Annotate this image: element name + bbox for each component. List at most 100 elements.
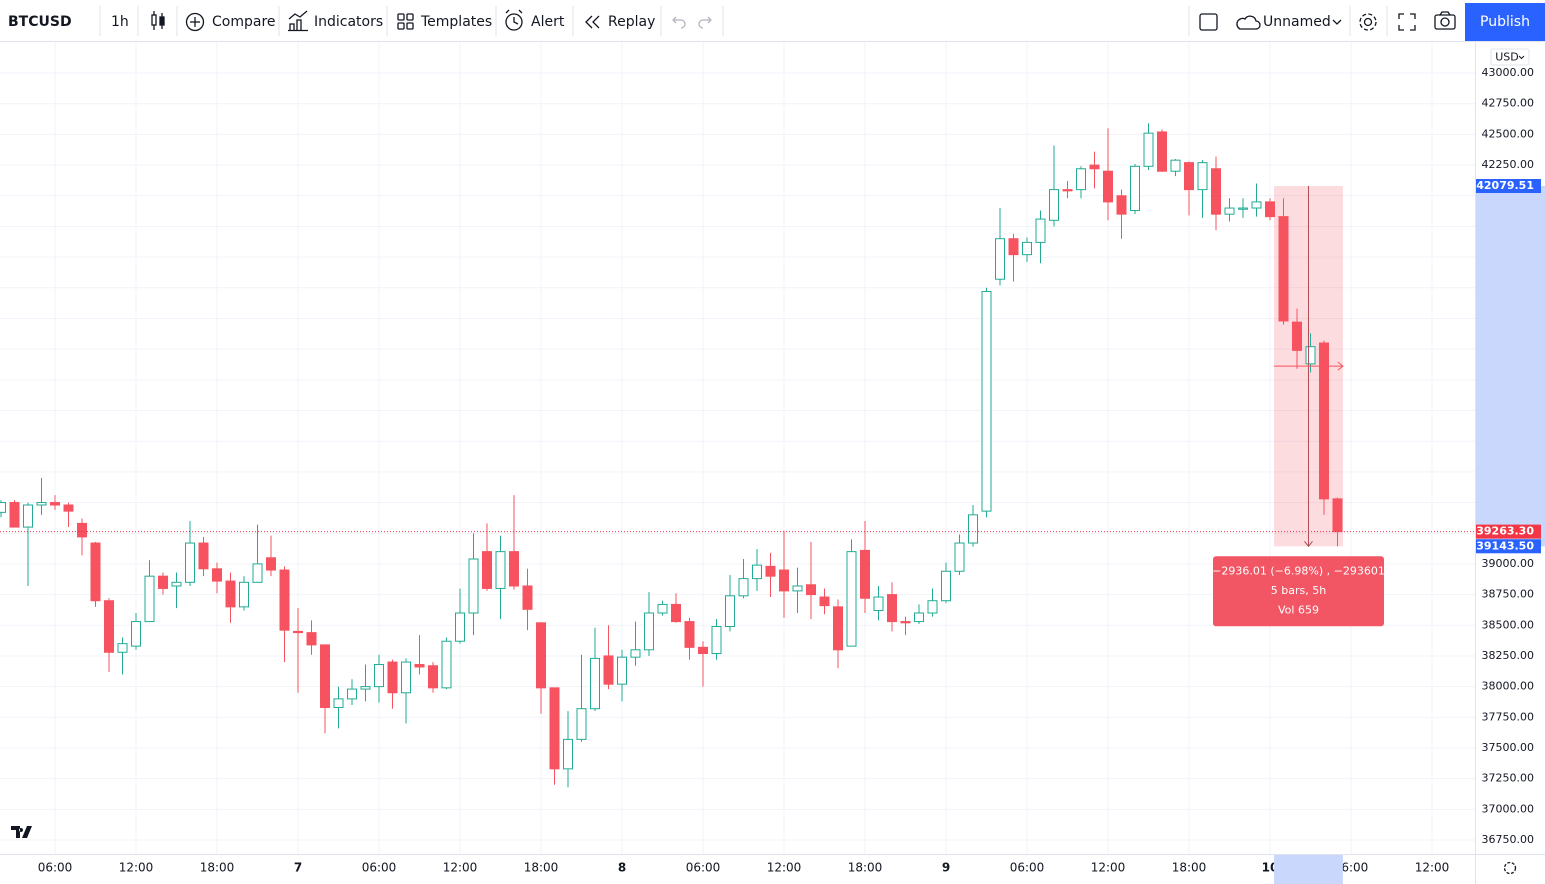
y-tick-label: 37250.00 [1482,772,1535,785]
candle-body [954,542,965,572]
candle-body [1116,195,1127,215]
y-tick-label: 39000.00 [1482,557,1535,570]
alert-button[interactable]: Alert [531,14,565,30]
candle-body [266,557,276,571]
candle-body [603,655,614,685]
templates-icon[interactable] [397,13,414,30]
candle-body [320,644,330,708]
candle-body [185,542,195,583]
candle-body [212,568,222,582]
y-tick-label: 38750.00 [1482,588,1535,601]
y-tick-label: 36750.00 [1482,833,1535,846]
snapshot-icon[interactable] [1434,11,1456,30]
candle-body [1130,165,1140,211]
compare-button[interactable]: Compare [212,14,276,30]
publish-label[interactable]: Publish [1480,14,1530,30]
indicators-icon[interactable] [288,10,308,32]
candle-body [860,549,870,599]
fullscreen-icon[interactable] [1398,13,1416,31]
candle-body [549,687,560,770]
candle-body [914,612,924,623]
candle-body [306,632,317,646]
x-tick-label: 18:00 [200,861,235,875]
interval[interactable]: 1h [111,14,129,30]
candle-body [1305,346,1316,365]
layout-caret[interactable] [1332,19,1342,25]
candle-body [873,596,884,612]
candle-body [684,621,695,648]
candle-body [387,661,398,694]
compare-icon[interactable] [185,12,205,32]
indicators-button[interactable]: Indicators [314,14,383,30]
axis-settings[interactable] [1503,861,1517,875]
candle-body [792,585,803,592]
replay-icon[interactable] [585,15,600,29]
candle-body [590,657,600,710]
currency-box [1490,48,1530,66]
candle-body [941,570,951,602]
alert-icon[interactable] [505,9,523,31]
replay-button[interactable]: Replay [608,14,655,30]
candle-body [887,594,897,623]
y-tick-label: 42250.00 [1482,158,1535,171]
candle-body [360,686,371,690]
candle-body [171,581,182,587]
candle-body [293,630,303,634]
candle-body [671,603,681,623]
candle-body [63,504,74,512]
y-tick-label: 37000.00 [1482,802,1535,815]
candle-body [333,698,344,708]
candle-body [1022,241,1032,256]
currency-caret [1518,55,1525,60]
x-tick-label: 12:00 [1091,861,1126,875]
candle-body [522,585,533,610]
candle-body [225,580,236,608]
candle-body [819,596,830,607]
candle-body [131,621,141,647]
candle-body [374,664,384,688]
candle-body [428,665,438,689]
layout-icon[interactable] [1199,13,1218,31]
x-tick-label: 9 [942,861,950,875]
candle-body [630,649,641,658]
candle-body [725,595,735,627]
x-tick-label: 18:00 [524,861,559,875]
candle-body [1238,207,1248,210]
candle-body [1035,218,1046,243]
undo-redo[interactable] [672,16,712,29]
candle-body [252,563,263,583]
candle-body [90,542,101,602]
publish-button[interactable] [1465,3,1545,41]
candle-body [576,708,587,740]
x-tick-label: 18:00 [848,861,883,875]
candle-body [738,578,749,597]
candle-body [36,502,47,506]
templates-button[interactable]: Templates [420,14,492,30]
candle-body [927,600,938,614]
candle-body [1103,170,1113,203]
cloud-icon[interactable] [1236,15,1261,30]
settings-icon[interactable] [1359,13,1377,31]
candle-body [414,664,425,668]
candle-body [644,612,654,651]
candle-body [752,564,762,580]
candle-type-icon[interactable] [151,11,165,30]
separators [99,6,1388,36]
y-tick-label: 43000.00 [1482,66,1535,79]
x-tick-label: 12:00 [1415,861,1450,875]
candle-body [833,606,843,651]
candle-body [198,542,209,570]
candle-body [617,656,627,685]
candle-body [495,551,506,589]
candle-body [144,575,155,623]
symbol[interactable]: BTCUSD [8,14,72,30]
price-label-bg [1476,539,1541,554]
candle-body [117,643,128,653]
measure-change: −2936.01 (−6.98%) , −293601 [1212,564,1385,577]
x-tick-label: 06:00 [38,861,73,875]
tv-logo [11,826,32,838]
y-tick-label: 42500.00 [1482,127,1535,140]
layout-name[interactable]: Unnamed [1263,14,1331,30]
x-tick-label: 06:00 [1010,861,1045,875]
